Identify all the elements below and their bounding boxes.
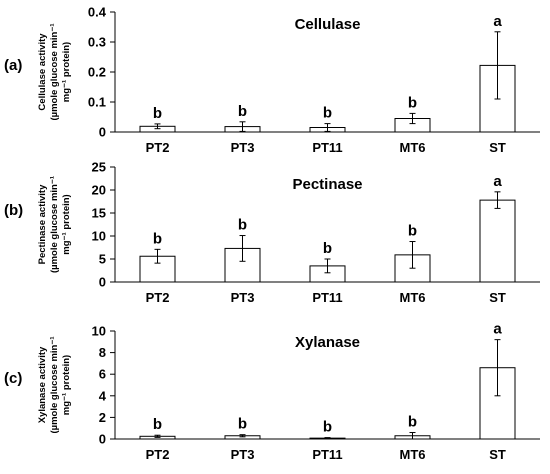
panel-3-x-tick-label-pt2: PT2 (146, 447, 170, 462)
panel-2-x-tick-label-pt3: PT3 (231, 290, 255, 305)
panel-1-significance-mt6: b (408, 94, 417, 111)
panel-2-significance-pt3: b (238, 217, 247, 234)
panel-3-ylabel-line-1: Xylanase activity (37, 346, 48, 423)
panel-3-label: (c) (4, 370, 22, 387)
panel-2-ylabel-line-2: (µmole glucose min⁻¹ (49, 176, 60, 273)
panel-1-y-tick-label: 0.3 (88, 35, 106, 50)
panel-2-ylabel-line-3: mg⁻¹ protein) (61, 194, 72, 254)
panel-2-y-tick-label: 20 (92, 183, 106, 198)
panel-1-title: Cellulase (295, 16, 361, 33)
panel-2-label: (b) (4, 202, 23, 219)
panel-1-ylabel-line-1: Cellulase activity (37, 33, 48, 111)
panel-3-x-tick-label-mt6: MT6 (400, 447, 426, 462)
panel-2-y-tick-label: 15 (92, 206, 106, 221)
panel-2-x-tick-label-pt11: PT11 (312, 290, 342, 305)
panel-3-significance-pt3: b (238, 416, 247, 433)
panel-2-significance-mt6: b (408, 223, 417, 240)
panel-1-x-tick-label-mt6: MT6 (400, 140, 426, 155)
panel-2-bar-st (479, 199, 516, 283)
panel-1-y-tick-label: 0.1 (88, 95, 106, 110)
panel-1-y-tick-label: 0 (99, 125, 106, 140)
panel-3-y-tick-label: 8 (99, 345, 106, 360)
panel-1-y-tick-label: 0.4 (88, 5, 107, 20)
panel-2-x-tick-label-mt6: MT6 (400, 290, 426, 305)
panel-1-ylabel-line-2: (µmole glucose min⁻¹ (49, 23, 60, 120)
panel-2-y-tick-label: 5 (99, 252, 106, 267)
panel-2-y-tick-label: 25 (92, 160, 106, 175)
panel-2-significance-pt2: b (153, 230, 162, 247)
panel-1-significance-pt3: b (238, 103, 247, 120)
panel-3-y-tick-label: 10 (92, 324, 106, 339)
panel-1-y-tick-label: 0.2 (88, 65, 106, 80)
panel-3-significance-mt6: b (408, 414, 417, 431)
panel-3-title: Xylanase (295, 334, 360, 351)
panel-3-y-tick-label: 0 (99, 432, 106, 447)
panel-1-ylabel-line-3: mg⁻¹ protein) (61, 42, 72, 102)
panel-1-significance-pt2: b (153, 105, 162, 122)
panel-1-significance-pt11: b (323, 105, 332, 122)
panel-2-title: Pectinase (292, 176, 362, 193)
panel-2-significance-pt11: b (323, 240, 332, 257)
panel-3-x-tick-label-pt11: PT11 (312, 447, 342, 462)
panel-2-y-tick-label: 10 (92, 229, 106, 244)
panel-3-significance-pt11: b (323, 419, 332, 436)
panel-1-x-tick-label-pt3: PT3 (231, 140, 255, 155)
panel-1-x-tick-label-pt2: PT2 (146, 140, 170, 155)
panel-3-x-tick-label-st: ST (489, 447, 506, 462)
panel-1-x-tick-label-st: ST (489, 140, 506, 155)
panel-3-y-tick-label: 6 (99, 367, 106, 382)
panel-1-label: (a) (4, 57, 22, 74)
panel-2-y-tick-label: 0 (99, 275, 106, 290)
panel-1-x-tick-label-pt11: PT11 (312, 140, 342, 155)
panel-2-x-tick-label-pt2: PT2 (146, 290, 170, 305)
panel-3-significance-st: a (493, 321, 502, 338)
panel-3-y-tick-label: 4 (99, 388, 107, 403)
panel-3-y-tick-label: 2 (99, 410, 106, 425)
panel-2-x-tick-label-st: ST (489, 290, 506, 305)
panel-3-x-tick-label-pt3: PT3 (231, 447, 255, 462)
panel-3-ylabel-line-3: mg⁻¹ protein) (61, 355, 72, 415)
panel-2-significance-st: a (493, 173, 502, 190)
panel-1-significance-st: a (493, 13, 502, 30)
panel-3-significance-pt2: b (153, 416, 162, 433)
panel-3-ylabel-line-2: (µmole glucose min⁻¹ (49, 336, 60, 433)
panel-2-ylabel-line-1: Pectinase activity (37, 184, 48, 264)
